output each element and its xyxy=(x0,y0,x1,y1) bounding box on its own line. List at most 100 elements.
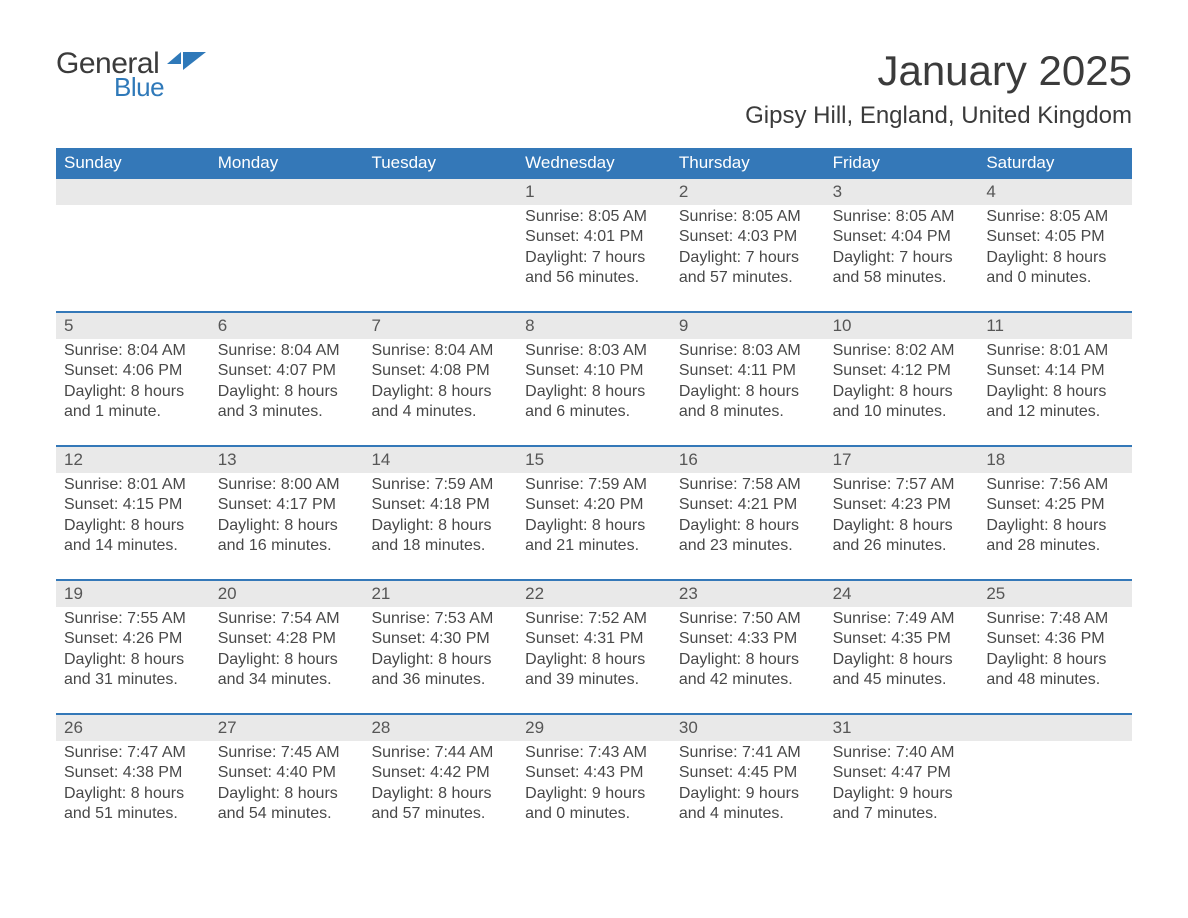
day-daylight1: Daylight: 9 hours xyxy=(679,784,817,804)
day-daylight2: and 4 minutes. xyxy=(371,402,509,422)
calendar: Sunday Monday Tuesday Wednesday Thursday… xyxy=(56,148,1132,837)
day-sunset: Sunset: 4:04 PM xyxy=(833,227,971,247)
day-detail: Sunrise: 7:47 AMSunset: 4:38 PMDaylight:… xyxy=(56,741,210,837)
day-daylight2: and 16 minutes. xyxy=(218,536,356,556)
day-daylight1: Daylight: 8 hours xyxy=(679,516,817,536)
day-sunrise: Sunrise: 7:40 AM xyxy=(833,743,971,763)
day-daylight1: Daylight: 8 hours xyxy=(525,382,663,402)
day-number: 8 xyxy=(517,313,671,339)
day-sunrise: Sunrise: 7:55 AM xyxy=(64,609,202,629)
day-sunrise: Sunrise: 8:01 AM xyxy=(64,475,202,495)
day-detail: Sunrise: 8:03 AMSunset: 4:11 PMDaylight:… xyxy=(671,339,825,435)
day-number: 5 xyxy=(56,313,210,339)
brand-logo: General Blue xyxy=(56,50,208,99)
weekday-header: Tuesday xyxy=(363,148,517,179)
day-sunset: Sunset: 4:17 PM xyxy=(218,495,356,515)
day-detail: Sunrise: 7:56 AMSunset: 4:25 PMDaylight:… xyxy=(978,473,1132,569)
weekday-header: Friday xyxy=(825,148,979,179)
day-daylight1: Daylight: 8 hours xyxy=(679,382,817,402)
title-block: January 2025 Gipsy Hill, England, United… xyxy=(745,50,1132,130)
day-daylight1: Daylight: 8 hours xyxy=(218,650,356,670)
day-daylight2: and 51 minutes. xyxy=(64,804,202,824)
day-daylight1: Daylight: 9 hours xyxy=(525,784,663,804)
day-daylight1: Daylight: 8 hours xyxy=(986,382,1124,402)
day-sunset: Sunset: 4:40 PM xyxy=(218,763,356,783)
day-detail: Sunrise: 7:49 AMSunset: 4:35 PMDaylight:… xyxy=(825,607,979,703)
day-sunset: Sunset: 4:28 PM xyxy=(218,629,356,649)
day-detail: Sunrise: 7:59 AMSunset: 4:18 PMDaylight:… xyxy=(363,473,517,569)
day-sunset: Sunset: 4:36 PM xyxy=(986,629,1124,649)
day-number xyxy=(363,179,517,205)
month-title: January 2025 xyxy=(745,50,1132,92)
day-daylight1: Daylight: 8 hours xyxy=(525,516,663,536)
day-detail: Sunrise: 7:57 AMSunset: 4:23 PMDaylight:… xyxy=(825,473,979,569)
day-number: 13 xyxy=(210,447,364,473)
day-detail: Sunrise: 7:53 AMSunset: 4:30 PMDaylight:… xyxy=(363,607,517,703)
day-daylight1: Daylight: 8 hours xyxy=(986,516,1124,536)
day-sunrise: Sunrise: 7:41 AM xyxy=(679,743,817,763)
day-daylight1: Daylight: 8 hours xyxy=(218,516,356,536)
day-number: 22 xyxy=(517,581,671,607)
day-sunset: Sunset: 4:18 PM xyxy=(371,495,509,515)
day-sunrise: Sunrise: 8:01 AM xyxy=(986,341,1124,361)
day-sunset: Sunset: 4:07 PM xyxy=(218,361,356,381)
day-sunset: Sunset: 4:06 PM xyxy=(64,361,202,381)
day-number: 15 xyxy=(517,447,671,473)
flag-icon xyxy=(166,50,208,78)
day-number: 4 xyxy=(978,179,1132,205)
day-number: 17 xyxy=(825,447,979,473)
day-daylight1: Daylight: 7 hours xyxy=(679,248,817,268)
day-detail: Sunrise: 7:44 AMSunset: 4:42 PMDaylight:… xyxy=(363,741,517,837)
day-detail: Sunrise: 8:05 AMSunset: 4:05 PMDaylight:… xyxy=(978,205,1132,301)
day-daylight2: and 6 minutes. xyxy=(525,402,663,422)
day-sunrise: Sunrise: 7:43 AM xyxy=(525,743,663,763)
day-number: 19 xyxy=(56,581,210,607)
day-detail-row: Sunrise: 7:55 AMSunset: 4:26 PMDaylight:… xyxy=(56,607,1132,703)
day-sunset: Sunset: 4:21 PM xyxy=(679,495,817,515)
day-number: 3 xyxy=(825,179,979,205)
day-sunrise: Sunrise: 7:45 AM xyxy=(218,743,356,763)
day-detail: Sunrise: 8:04 AMSunset: 4:06 PMDaylight:… xyxy=(56,339,210,435)
day-number: 6 xyxy=(210,313,364,339)
day-sunset: Sunset: 4:38 PM xyxy=(64,763,202,783)
day-sunrise: Sunrise: 8:04 AM xyxy=(218,341,356,361)
day-detail: Sunrise: 8:00 AMSunset: 4:17 PMDaylight:… xyxy=(210,473,364,569)
day-number-row: 12131415161718 xyxy=(56,447,1132,473)
day-number-row: 1234 xyxy=(56,179,1132,205)
day-daylight2: and 3 minutes. xyxy=(218,402,356,422)
day-daylight2: and 54 minutes. xyxy=(218,804,356,824)
day-detail: Sunrise: 7:52 AMSunset: 4:31 PMDaylight:… xyxy=(517,607,671,703)
day-daylight2: and 0 minutes. xyxy=(986,268,1124,288)
day-sunrise: Sunrise: 8:05 AM xyxy=(986,207,1124,227)
day-daylight1: Daylight: 8 hours xyxy=(371,784,509,804)
day-sunset: Sunset: 4:10 PM xyxy=(525,361,663,381)
day-daylight1: Daylight: 8 hours xyxy=(833,650,971,670)
day-number-row: 262728293031 xyxy=(56,715,1132,741)
day-sunrise: Sunrise: 8:02 AM xyxy=(833,341,971,361)
day-detail: Sunrise: 8:04 AMSunset: 4:07 PMDaylight:… xyxy=(210,339,364,435)
day-sunset: Sunset: 4:25 PM xyxy=(986,495,1124,515)
day-daylight1: Daylight: 8 hours xyxy=(64,516,202,536)
day-daylight2: and 26 minutes. xyxy=(833,536,971,556)
day-daylight1: Daylight: 8 hours xyxy=(371,516,509,536)
day-number xyxy=(978,715,1132,741)
day-detail: Sunrise: 8:02 AMSunset: 4:12 PMDaylight:… xyxy=(825,339,979,435)
day-sunrise: Sunrise: 8:04 AM xyxy=(64,341,202,361)
day-sunrise: Sunrise: 8:03 AM xyxy=(525,341,663,361)
day-sunset: Sunset: 4:20 PM xyxy=(525,495,663,515)
day-sunset: Sunset: 4:23 PM xyxy=(833,495,971,515)
day-daylight2: and 4 minutes. xyxy=(679,804,817,824)
day-detail-row: Sunrise: 8:01 AMSunset: 4:15 PMDaylight:… xyxy=(56,473,1132,569)
day-daylight2: and 14 minutes. xyxy=(64,536,202,556)
day-sunset: Sunset: 4:43 PM xyxy=(525,763,663,783)
day-detail: Sunrise: 7:43 AMSunset: 4:43 PMDaylight:… xyxy=(517,741,671,837)
day-daylight2: and 28 minutes. xyxy=(986,536,1124,556)
day-daylight1: Daylight: 9 hours xyxy=(833,784,971,804)
day-detail xyxy=(56,205,210,301)
weekday-header: Monday xyxy=(210,148,364,179)
day-number: 2 xyxy=(671,179,825,205)
day-sunset: Sunset: 4:42 PM xyxy=(371,763,509,783)
day-number: 27 xyxy=(210,715,364,741)
day-number: 31 xyxy=(825,715,979,741)
day-sunset: Sunset: 4:15 PM xyxy=(64,495,202,515)
